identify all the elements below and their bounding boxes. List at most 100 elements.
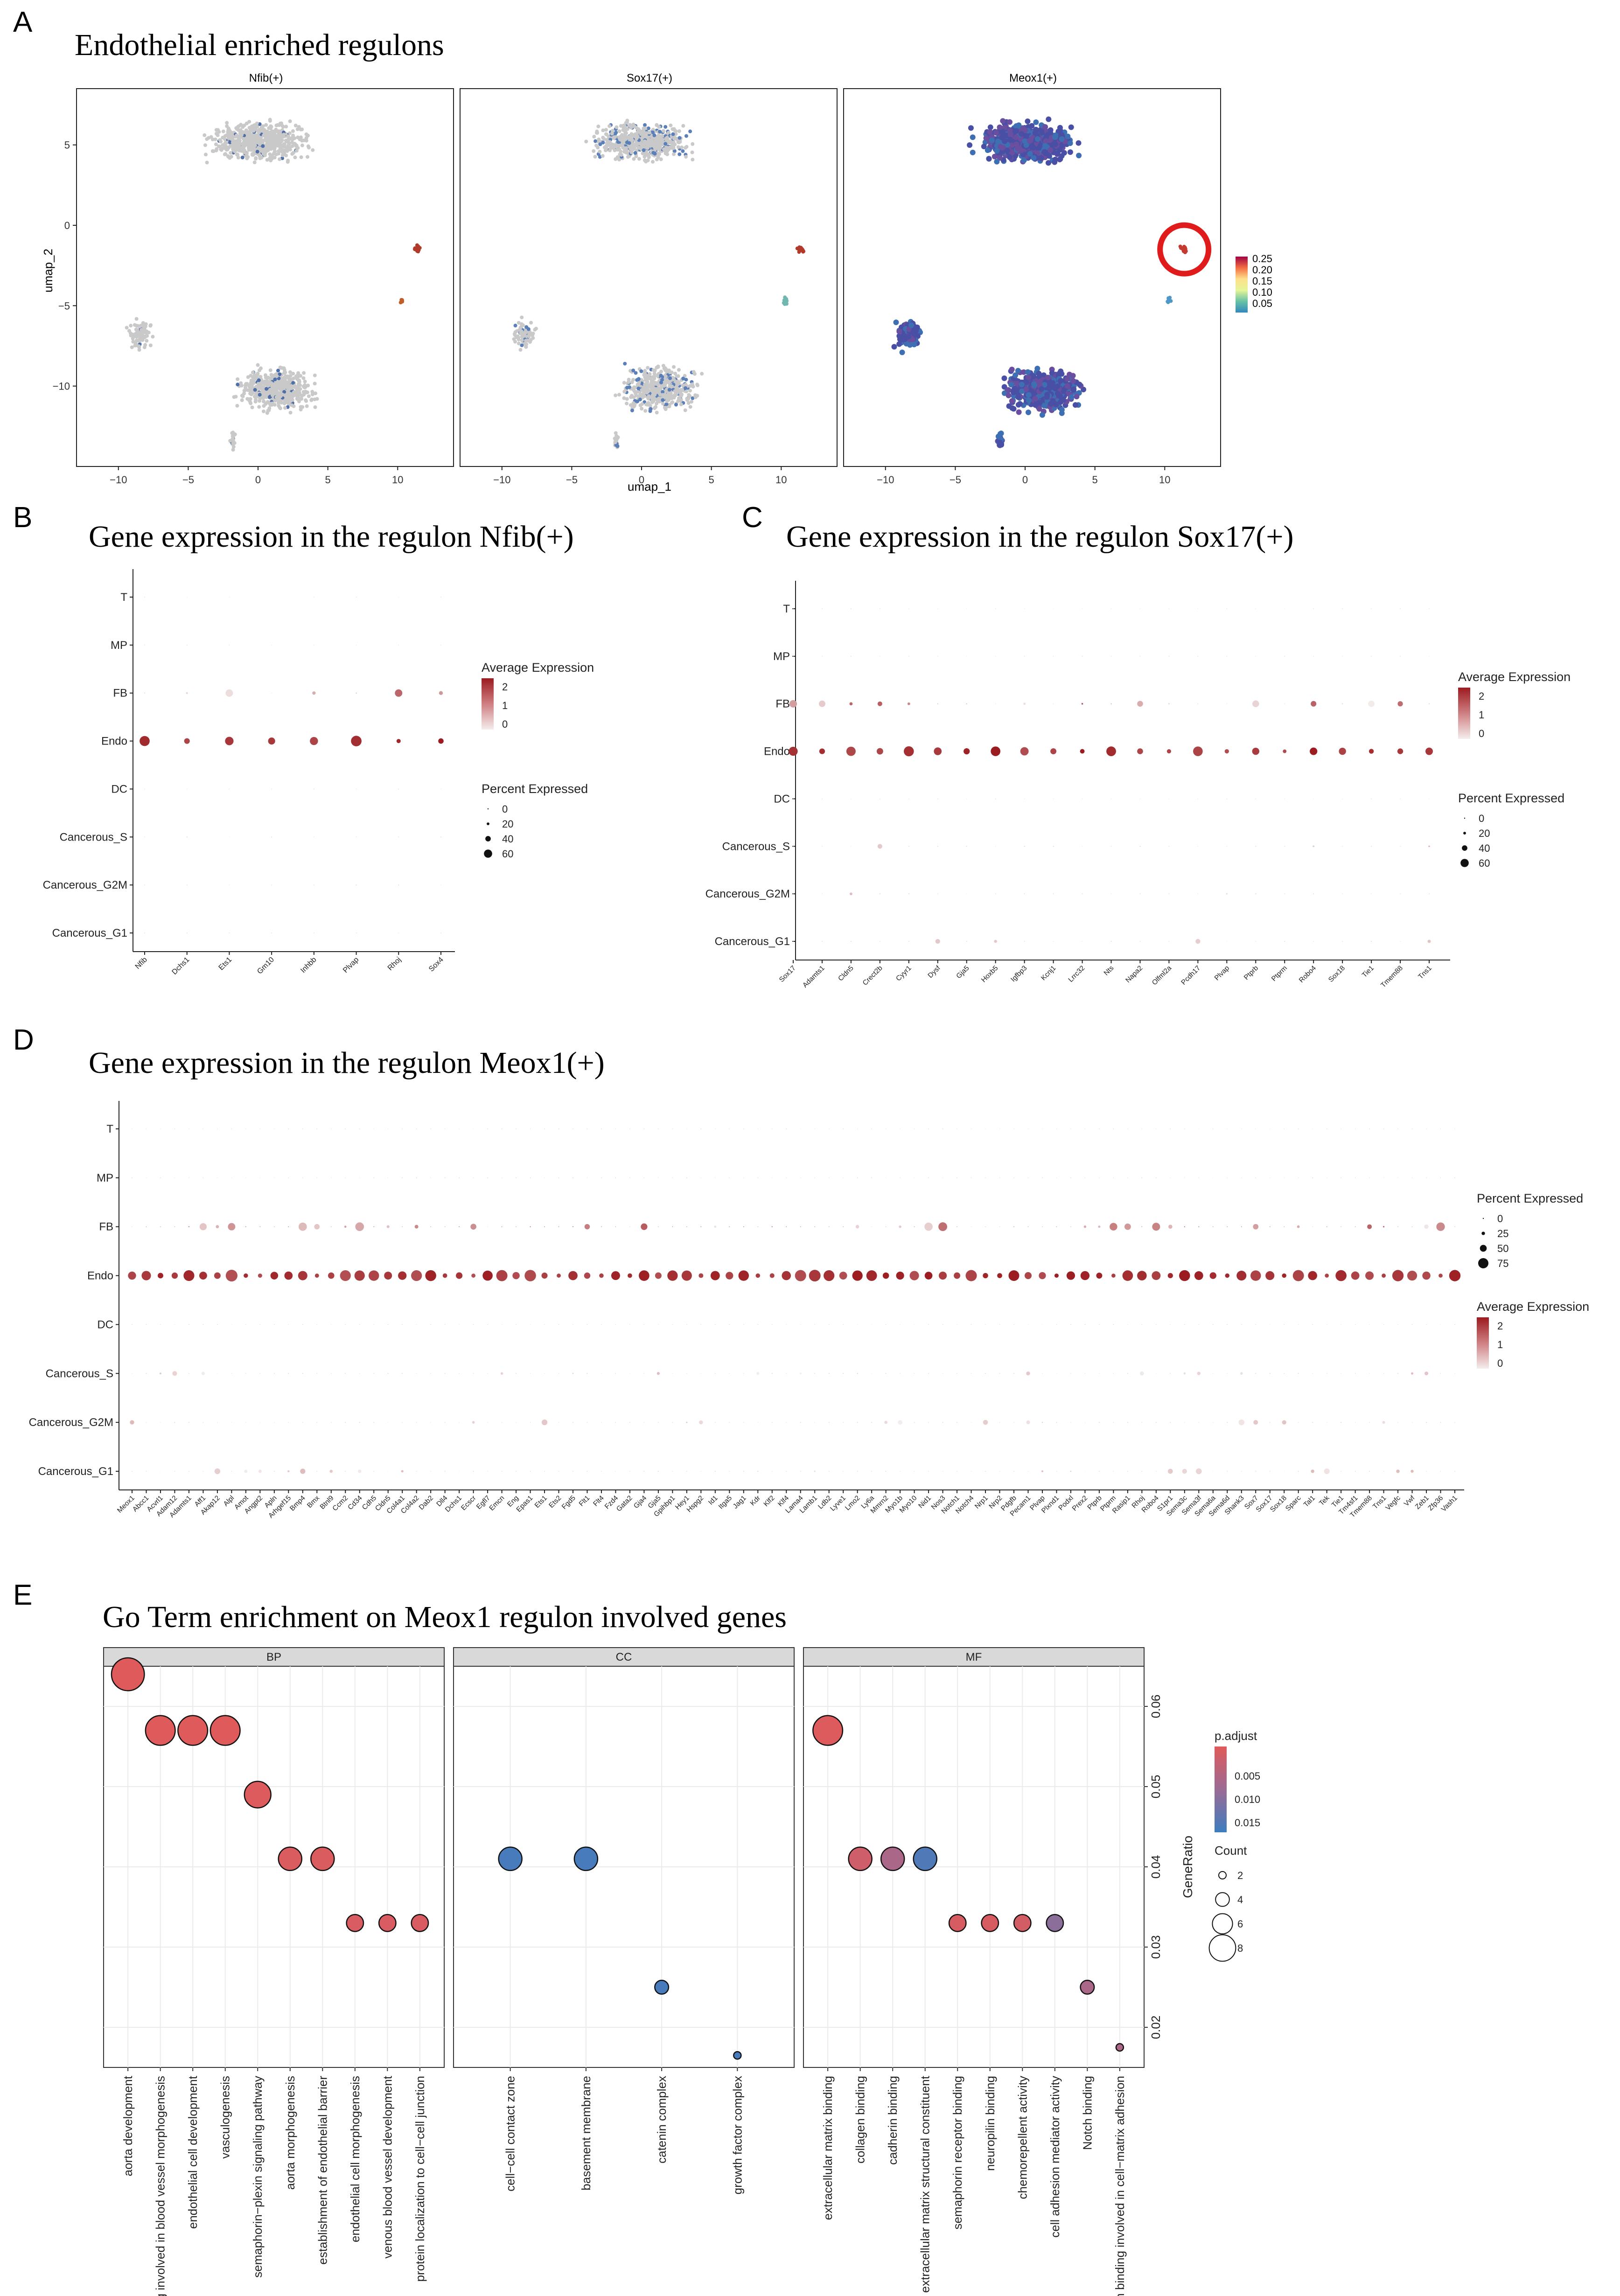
- expression-dot: [1342, 941, 1343, 942]
- umap-cell: [310, 392, 314, 397]
- umap-subplot: −10 −5 0 5 10: [843, 88, 1221, 486]
- expression-dot: [1113, 1177, 1114, 1178]
- expression-dot: [904, 746, 914, 757]
- expression-dot: [302, 1177, 303, 1178]
- row-label: FB: [113, 687, 127, 700]
- row-label: MP: [773, 650, 790, 663]
- expression-dot: [814, 1128, 816, 1129]
- expression-dot: [473, 1471, 474, 1472]
- expression-dot: [1070, 1373, 1071, 1374]
- colorbar-tick: 0.20: [1252, 264, 1272, 276]
- expression-dot: [1110, 941, 1112, 942]
- expression-dot: [186, 788, 188, 790]
- expression-dot: [340, 1270, 351, 1281]
- expression-dot: [459, 1128, 460, 1129]
- umap-cell: [643, 369, 647, 373]
- expression-dot: [822, 656, 823, 657]
- expression-dot: [217, 1128, 218, 1129]
- expression-dot: [1137, 701, 1143, 707]
- expression-dot: [1313, 941, 1314, 942]
- umap-cell: [278, 121, 282, 125]
- umap-cell: [300, 127, 304, 132]
- expression-dot: [229, 788, 230, 790]
- umap-cell: [203, 153, 208, 157]
- umap-cell: [264, 395, 268, 399]
- expression-dot: [259, 1177, 261, 1178]
- expression-dot: [828, 1128, 830, 1129]
- umap-cell: [303, 391, 307, 395]
- expression-dot: [828, 1324, 830, 1325]
- umap-cell: [145, 339, 149, 343]
- expression-dot: [1084, 1324, 1086, 1325]
- umap-cell: [1008, 132, 1014, 138]
- expression-dot: [1056, 1422, 1057, 1423]
- expression-dot: [1127, 1324, 1128, 1325]
- expression-dot: [726, 1272, 733, 1280]
- expression-dot: [1023, 703, 1026, 705]
- expression-dot: [601, 1226, 602, 1227]
- umap-cell: [614, 434, 619, 438]
- umap-cell: [1016, 122, 1022, 128]
- umap-cell: [230, 140, 235, 145]
- expression-dot: [1110, 893, 1112, 894]
- expression-dot: [398, 836, 399, 838]
- umap-cell: [638, 392, 642, 397]
- expression-dot: [914, 1324, 915, 1325]
- x-tick-label: −5: [182, 474, 194, 486]
- umap-title-nfib: Nfib(+): [249, 72, 283, 84]
- expression-dot: [966, 941, 967, 942]
- umap-cell: [270, 145, 274, 149]
- expression-dot: [259, 1422, 261, 1423]
- umap-cell: [265, 381, 269, 385]
- expression-dot: [402, 1177, 403, 1178]
- expression-dot: [584, 1272, 591, 1279]
- umap-cell: [627, 377, 631, 382]
- expression-dot: [186, 597, 188, 598]
- expression-dot: [615, 1422, 616, 1423]
- umap-cell: [1070, 378, 1076, 384]
- expression-dot: [1400, 656, 1401, 657]
- expression-dot: [356, 836, 357, 838]
- umap-cell: [602, 137, 607, 141]
- umap-cell: [246, 375, 250, 379]
- expression-dot: [937, 798, 938, 800]
- x-tick-label: 0: [1022, 474, 1028, 486]
- expression-dot: [1255, 608, 1257, 609]
- umap-cell: [592, 134, 596, 139]
- expression-dot: [1166, 749, 1171, 754]
- gene-label: Nid1: [917, 1494, 933, 1510]
- expression-dot: [771, 1177, 773, 1178]
- expression-dot: [937, 703, 938, 704]
- row-label: Cancerous_G1: [715, 935, 790, 948]
- expression-dot: [743, 1422, 744, 1423]
- umap-cell: [614, 131, 618, 135]
- expression-dot: [369, 1270, 379, 1281]
- expression-dot: [1371, 798, 1372, 800]
- expression-dot: [971, 1471, 972, 1472]
- gene-label: Ets1: [217, 956, 234, 972]
- expression-dot: [629, 1177, 630, 1178]
- expression-dot: [757, 1470, 759, 1472]
- expression-dot: [914, 1226, 915, 1227]
- expression-dot: [1042, 1373, 1043, 1374]
- umap-cell: [306, 155, 310, 159]
- expression-dot: [1084, 1177, 1086, 1178]
- umap-cell: [277, 134, 281, 139]
- umap-cell: [658, 387, 662, 391]
- expression-dot: [314, 1273, 319, 1278]
- expression-dot: [398, 788, 399, 790]
- y-tick-label: 5: [64, 139, 70, 151]
- gene-label: Lmo2: [844, 1494, 862, 1512]
- expression-dot: [795, 1270, 806, 1281]
- umap-cell: [1032, 130, 1038, 136]
- expression-dot: [914, 1373, 915, 1374]
- expression-dot: [1255, 656, 1257, 657]
- umap-cell: [307, 146, 311, 150]
- expression-dot: [274, 1422, 275, 1423]
- expression-dot: [997, 1273, 1002, 1278]
- umap-cell: [994, 159, 1000, 165]
- umap-cell: [1034, 136, 1040, 142]
- expression-dot: [985, 1128, 986, 1129]
- expression-dot: [1070, 1177, 1071, 1178]
- expression-dot: [1053, 798, 1054, 800]
